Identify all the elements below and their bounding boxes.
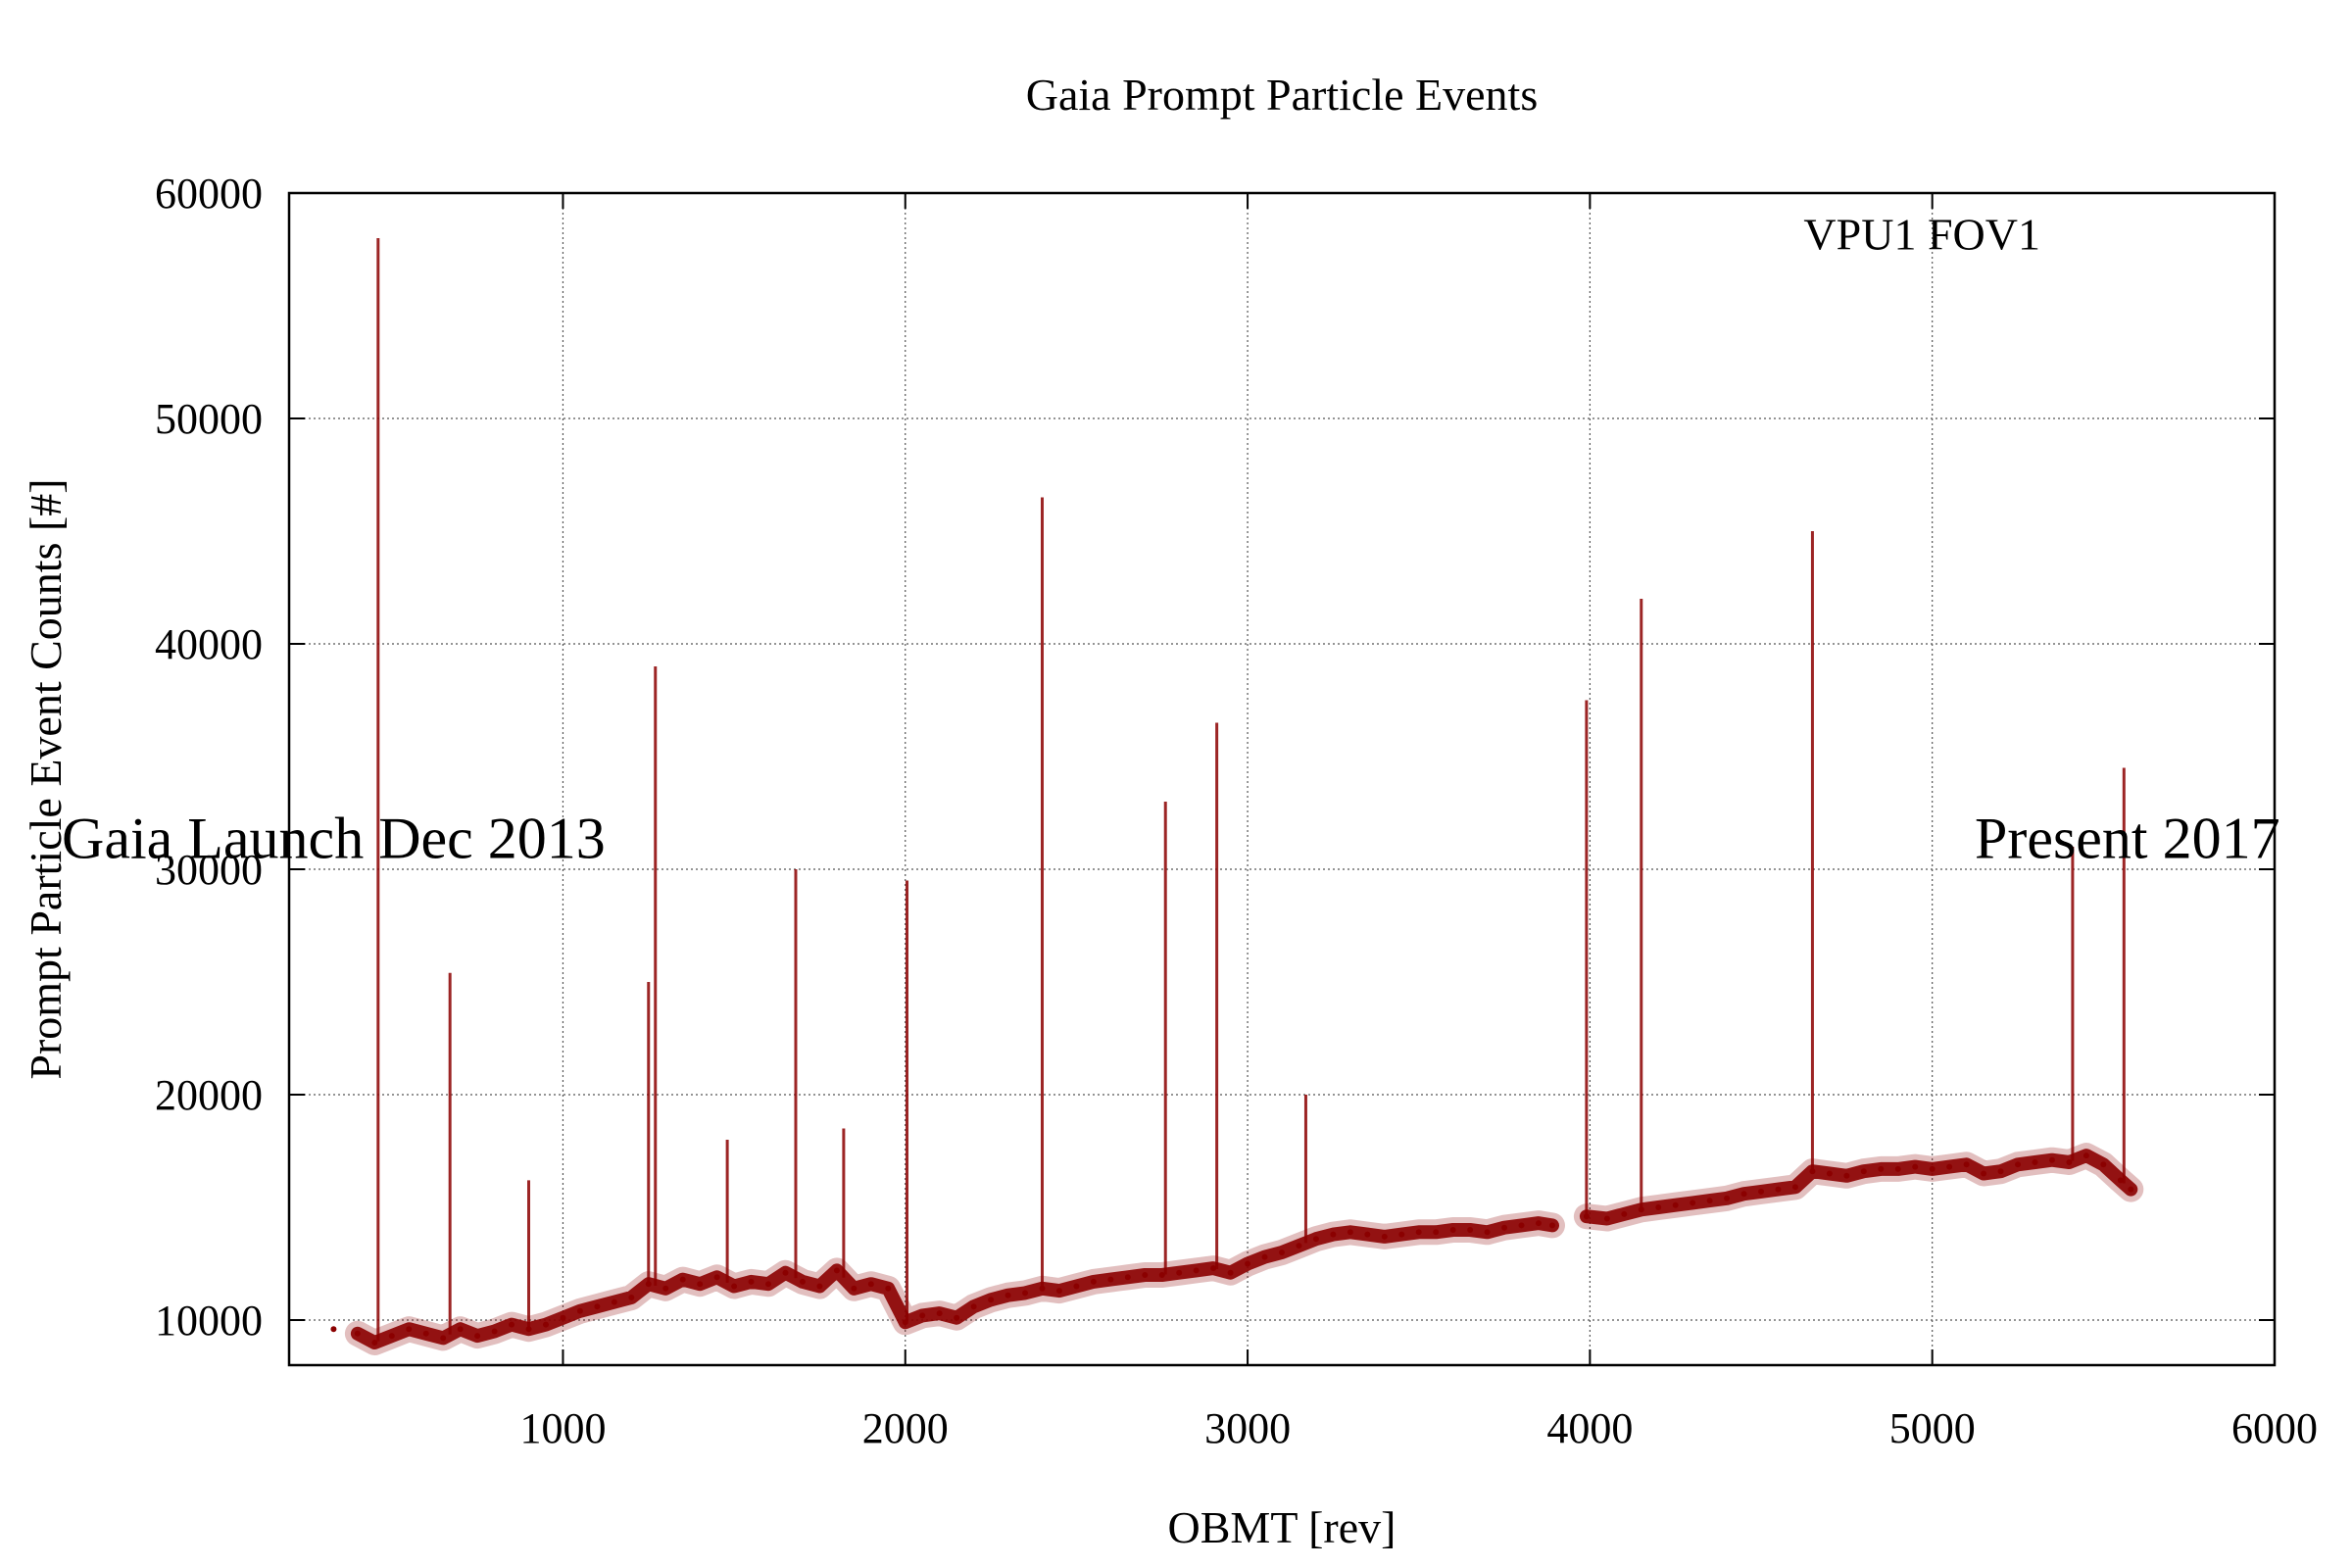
x-tick-label: 4000: [1546, 1404, 1633, 1452]
x-tick-labels: 1000 2000 3000 4000 5000 6000: [519, 1404, 2318, 1452]
series-noise-band: [344, 1143, 2144, 1355]
y-tick-label: 50000: [155, 395, 263, 443]
x-tick-label: 1000: [519, 1404, 606, 1452]
x-tick-label: 2000: [862, 1404, 949, 1452]
annotation-label: Present 2017: [1975, 807, 2280, 871]
annotation-label: VPU1 FOV1: [1803, 210, 2040, 260]
y-tick-label: 30000: [155, 846, 263, 894]
annotation-label: Gaia Launch Dec 2013: [62, 807, 606, 871]
y-axis-title: Prompt Particle Event Counts [#]: [21, 478, 71, 1079]
data-layer: [330, 238, 2144, 1355]
x-axis-title: OBMT [rev]: [1168, 1502, 1396, 1552]
y-tick-labels: 10000 20000 30000 40000 50000 60000: [155, 170, 263, 1345]
ticks: [289, 192, 2276, 1365]
data-point: [330, 1326, 337, 1333]
x-tick-label: 3000: [1204, 1404, 1291, 1452]
y-tick-label: 20000: [155, 1071, 263, 1119]
y-tick-label: 10000: [155, 1297, 263, 1345]
x-tick-label: 6000: [2231, 1404, 2318, 1452]
series-band: [350, 1149, 2138, 1349]
chart-title: Gaia Prompt Particle Events: [1026, 70, 1539, 120]
x-tick-label: 5000: [1889, 1404, 1976, 1452]
annotations: Gaia Launch Dec 2013 Present 2017 VPU1 FOV…: [62, 210, 2280, 871]
y-tick-label: 40000: [155, 620, 263, 668]
plot-frame: [287, 191, 2277, 1367]
y-tick-label: 60000: [155, 170, 263, 218]
